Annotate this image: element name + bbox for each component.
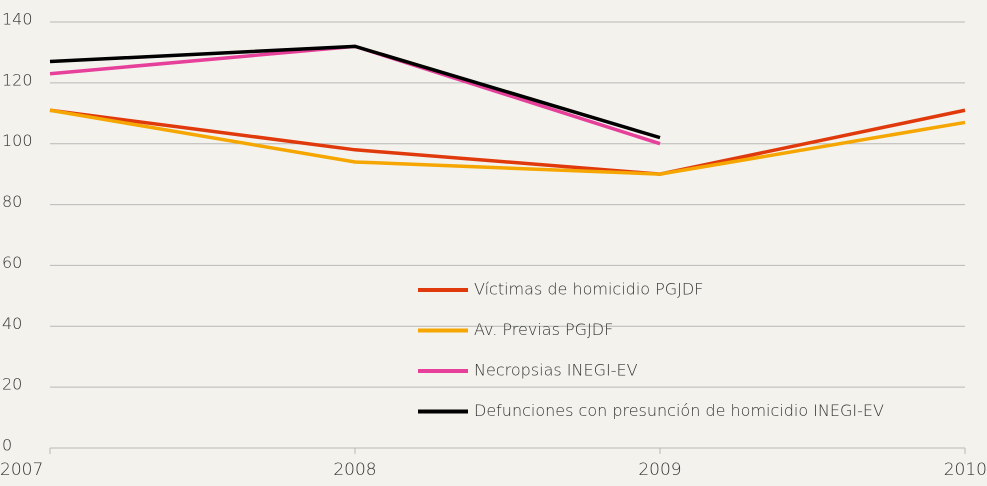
x-tick-label: 2009 bbox=[638, 460, 681, 480]
y-tick-label: 60 bbox=[2, 253, 22, 272]
legend-label: Víctimas de homicidio PGJDF bbox=[474, 280, 703, 299]
legend-label: Av. Previas PGJDF bbox=[474, 320, 613, 339]
legend-label: Necropsias INEGI-EV bbox=[474, 361, 638, 380]
series-line bbox=[49, 108, 966, 176]
series-line bbox=[49, 44, 661, 146]
legend-label: Defunciones con presunción de homicidio … bbox=[474, 401, 884, 420]
x-tick-label: 2010 bbox=[944, 460, 987, 480]
y-tick-label: 40 bbox=[2, 314, 22, 333]
x-tick-label: 2007 bbox=[0, 460, 43, 480]
y-tick-label: 80 bbox=[2, 192, 22, 211]
y-tick-label: 120 bbox=[2, 70, 33, 89]
series-line bbox=[49, 108, 966, 176]
y-tick-label: 100 bbox=[2, 131, 33, 150]
series-line bbox=[49, 44, 661, 140]
y-tick-label: 140 bbox=[2, 10, 33, 29]
x-tick-label: 2008 bbox=[333, 460, 376, 480]
y-tick-label: 0 bbox=[2, 436, 12, 455]
y-tick-label: 20 bbox=[2, 375, 22, 394]
